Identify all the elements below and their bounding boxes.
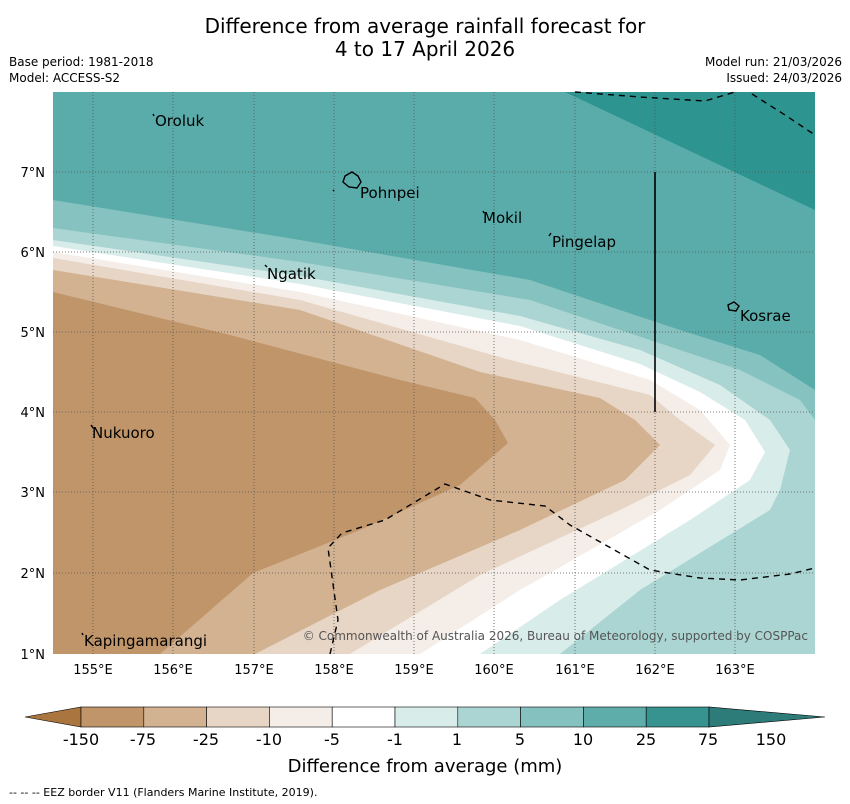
lat-tick: 2°N [21, 567, 46, 582]
pingelap-mark [548, 232, 552, 237]
ngatik-mark [264, 264, 268, 268]
lon-tick: 157°E [234, 663, 274, 678]
colorbar-title: Difference from average (mm) [287, 756, 563, 777]
title-line-2: 4 to 17 April 2026 [334, 37, 516, 61]
lon-tick: 156°E [153, 663, 193, 678]
model-name: Model: ACCESS-S2 [9, 71, 121, 85]
eez-borders [327, 91, 816, 655]
colorbar-label: -25 [192, 730, 220, 749]
kosrae-outline [727, 301, 740, 312]
eez-footnote: -- -- -- EEZ border V11 (Flanders Marine… [9, 786, 318, 799]
place-kapingamarangi: Kapingamarangi [84, 632, 207, 650]
lon-tick: 158°E [314, 663, 354, 678]
place-nukuoro: Nukuoro [92, 424, 155, 442]
kapingamarangi-mark [81, 632, 84, 636]
colorbar-swatch [520, 706, 584, 728]
place-ngatik: Ngatik [267, 265, 316, 283]
colorbar-label: -1 [387, 730, 403, 749]
place-pohnpei: Pohnpei [360, 184, 420, 202]
contour-field [53, 92, 815, 654]
lat-tick: 4°N [21, 406, 46, 421]
colorbar-extend-low [24, 706, 82, 728]
lat-tick: 1°N [21, 648, 46, 663]
graticule [53, 92, 815, 654]
colorbar-extend-high [708, 706, 826, 728]
place-mokil: Mokil [483, 209, 522, 227]
colorbar-swatch [206, 706, 270, 728]
colorbar-label: -5 [324, 730, 340, 749]
colorbar-swatch [394, 706, 459, 728]
colorbar-swatch [143, 706, 207, 728]
issued-date: Issued: 24/03/2026 [726, 71, 842, 85]
colorbar [24, 706, 826, 728]
colorbar-label: 75 [697, 730, 719, 749]
place-kosrae: Kosrae [740, 307, 791, 325]
colorbar-swatch [457, 706, 521, 728]
colorbar-label: 10 [572, 730, 594, 749]
band-m75-m25 [53, 292, 508, 654]
colorbar-label: -10 [255, 730, 283, 749]
lon-tick: 155°E [73, 663, 113, 678]
lon-tick: 160°E [474, 663, 514, 678]
colorbar-swatch [80, 706, 145, 728]
colorbar-label: 5 [514, 730, 526, 749]
place-labels: Oroluk Pohnpei Mokil Pingelap Ngatik Kos… [84, 112, 791, 650]
lat-tick: 7°N [21, 166, 46, 181]
title-line-1: Difference from average rainfall forecas… [204, 14, 646, 38]
lat-tick: 5°N [21, 326, 46, 341]
nukuoro-mark [90, 424, 94, 429]
pohnpei-outline [342, 171, 362, 189]
colorbar-label: 1 [451, 730, 463, 749]
lat-tick: 3°N [21, 486, 46, 501]
colorbar-label: 25 [635, 730, 657, 749]
ant-atoll-mark [332, 189, 335, 192]
model-run: Model run: 21/03/2026 [704, 55, 842, 69]
lat-axis: 7°N 6°N 5°N 4°N 3°N 2°N 1°N [21, 166, 46, 663]
colorbar-swatch [331, 706, 396, 728]
colorbar-swatch [583, 706, 647, 728]
colorbar-swatch [269, 706, 333, 728]
mokil-mark [482, 210, 485, 214]
lon-tick: 163°E [715, 663, 755, 678]
base-period: Base period: 1981-2018 [9, 55, 154, 69]
lon-tick: 159°E [394, 663, 434, 678]
place-pingelap: Pingelap [552, 233, 616, 251]
lon-tick: 162°E [635, 663, 675, 678]
place-oroluk: Oroluk [155, 112, 204, 130]
colorbar-swatch [645, 706, 710, 728]
colorbar-label: 150 [755, 730, 787, 749]
lat-tick: 6°N [21, 246, 46, 261]
islands [81, 113, 740, 636]
lon-axis: 155°E 156°E 157°E 158°E 159°E 160°E 161°… [73, 663, 755, 678]
oroluk-mark [152, 113, 155, 117]
lon-tick: 161°E [555, 663, 595, 678]
colorbar-label: -150 [62, 730, 100, 749]
colorbar-label: -75 [129, 730, 157, 749]
copyright-text: © Commonwealth of Australia 2026, Bureau… [303, 629, 808, 643]
